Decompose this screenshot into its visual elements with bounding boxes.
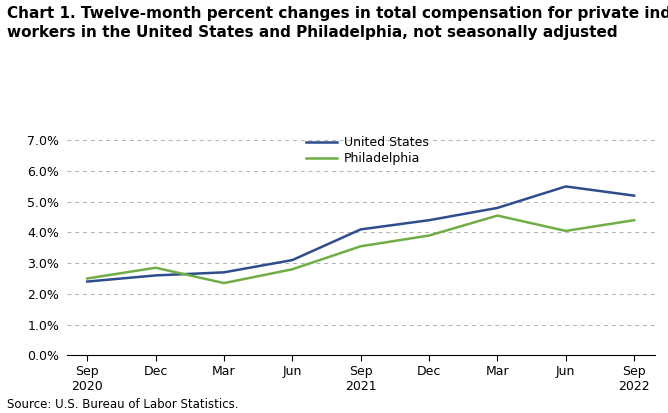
Philadelphia (152, 265, 160, 270)
Philadelphia (630, 218, 638, 223)
Text: Chart 1. Twelve-month percent changes in total compensation for private industry: Chart 1. Twelve-month percent changes in… (7, 6, 668, 40)
Philadelphia (425, 233, 433, 238)
Philadelphia (562, 228, 570, 233)
United States (425, 218, 433, 223)
Philadelphia (289, 267, 297, 272)
United States (562, 184, 570, 189)
Philadelphia (220, 280, 228, 285)
United States (357, 227, 365, 232)
Line: Philadelphia: Philadelphia (88, 216, 634, 283)
Philadelphia (357, 244, 365, 249)
United States (630, 193, 638, 198)
Philadelphia (84, 276, 92, 281)
United States (84, 279, 92, 284)
Philadelphia (494, 213, 502, 218)
United States (152, 273, 160, 278)
Line: United States: United States (88, 186, 634, 282)
United States (494, 205, 502, 210)
United States (289, 258, 297, 263)
Legend: United States, Philadelphia: United States, Philadelphia (306, 136, 429, 166)
Text: Source: U.S. Bureau of Labor Statistics.: Source: U.S. Bureau of Labor Statistics. (7, 398, 238, 411)
United States (220, 270, 228, 275)
